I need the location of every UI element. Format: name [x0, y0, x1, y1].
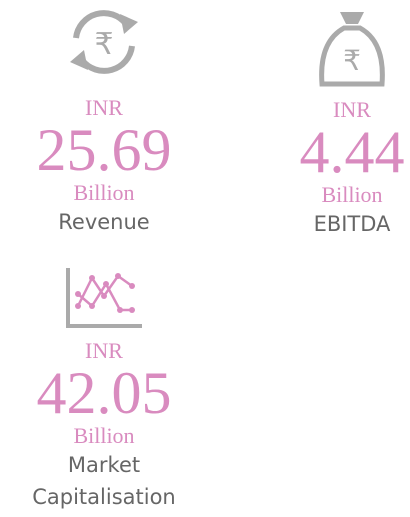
- bag-top: [340, 12, 364, 24]
- unit: Billion: [321, 182, 383, 207]
- unit: Billion: [73, 423, 135, 448]
- label: Market: [67, 453, 141, 477]
- axes: [66, 268, 142, 328]
- stat: INR 25.69 Billion Revenue: [4, 96, 204, 238]
- stat: INR 4.44 Billion EBITDA: [252, 98, 410, 240]
- arrow-head: [70, 50, 88, 70]
- value: 42.05: [36, 360, 172, 426]
- revenue-icon: ₹: [70, 10, 138, 74]
- arrow-head: [120, 14, 138, 34]
- ebitda-icon: ₹: [319, 12, 385, 87]
- arrow-arc: [73, 10, 129, 39]
- label: Capitalisation: [32, 485, 176, 509]
- value: 4.44: [299, 119, 405, 185]
- arrow-arc: [79, 45, 135, 74]
- label: Revenue: [58, 210, 150, 234]
- label: EBITDA: [313, 212, 391, 236]
- currency: INR: [333, 97, 371, 122]
- value: 25.69: [36, 117, 172, 183]
- rupee-symbol: ₹: [94, 27, 113, 62]
- stat: INR 42.05 Billion Market Capitalisation: [4, 339, 204, 513]
- rupee-symbol: ₹: [343, 44, 361, 77]
- market-icon: [66, 268, 142, 328]
- currency: INR: [85, 95, 123, 120]
- unit: Billion: [73, 180, 135, 205]
- points: [75, 273, 135, 313]
- currency: INR: [85, 338, 123, 363]
- bag-body: [319, 25, 385, 87]
